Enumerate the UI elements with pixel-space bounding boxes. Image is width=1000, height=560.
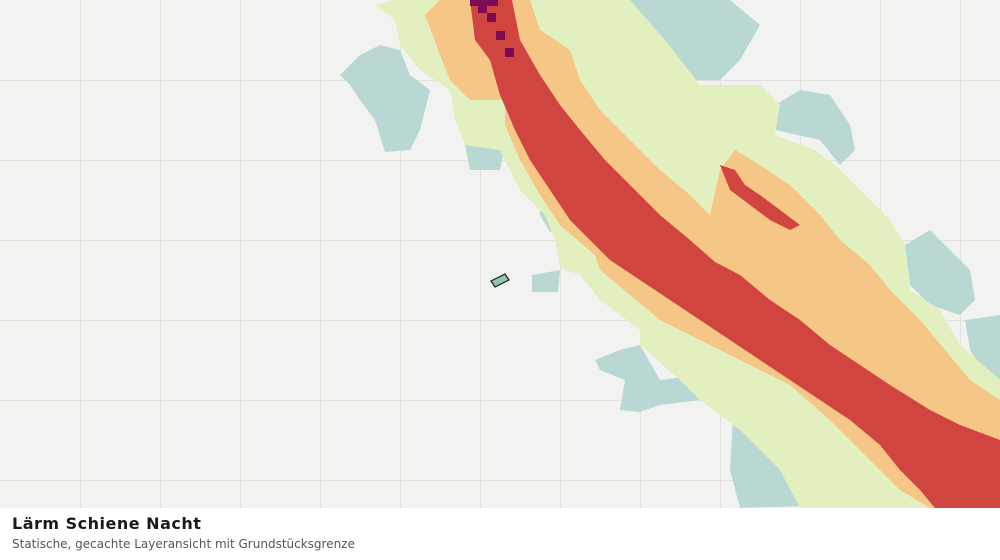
map-title: Lärm Schiene Nacht xyxy=(12,514,202,533)
map-subtitle: Statische, gecachte Layeransicht mit Gru… xyxy=(12,537,355,551)
caption-panel: Lärm Schiene Nacht Statische, gecachte L… xyxy=(0,508,1000,560)
parcel-boundary[interactable] xyxy=(490,273,510,288)
noise-zone-very-high xyxy=(470,0,514,57)
noise-zone-high xyxy=(470,0,1000,508)
